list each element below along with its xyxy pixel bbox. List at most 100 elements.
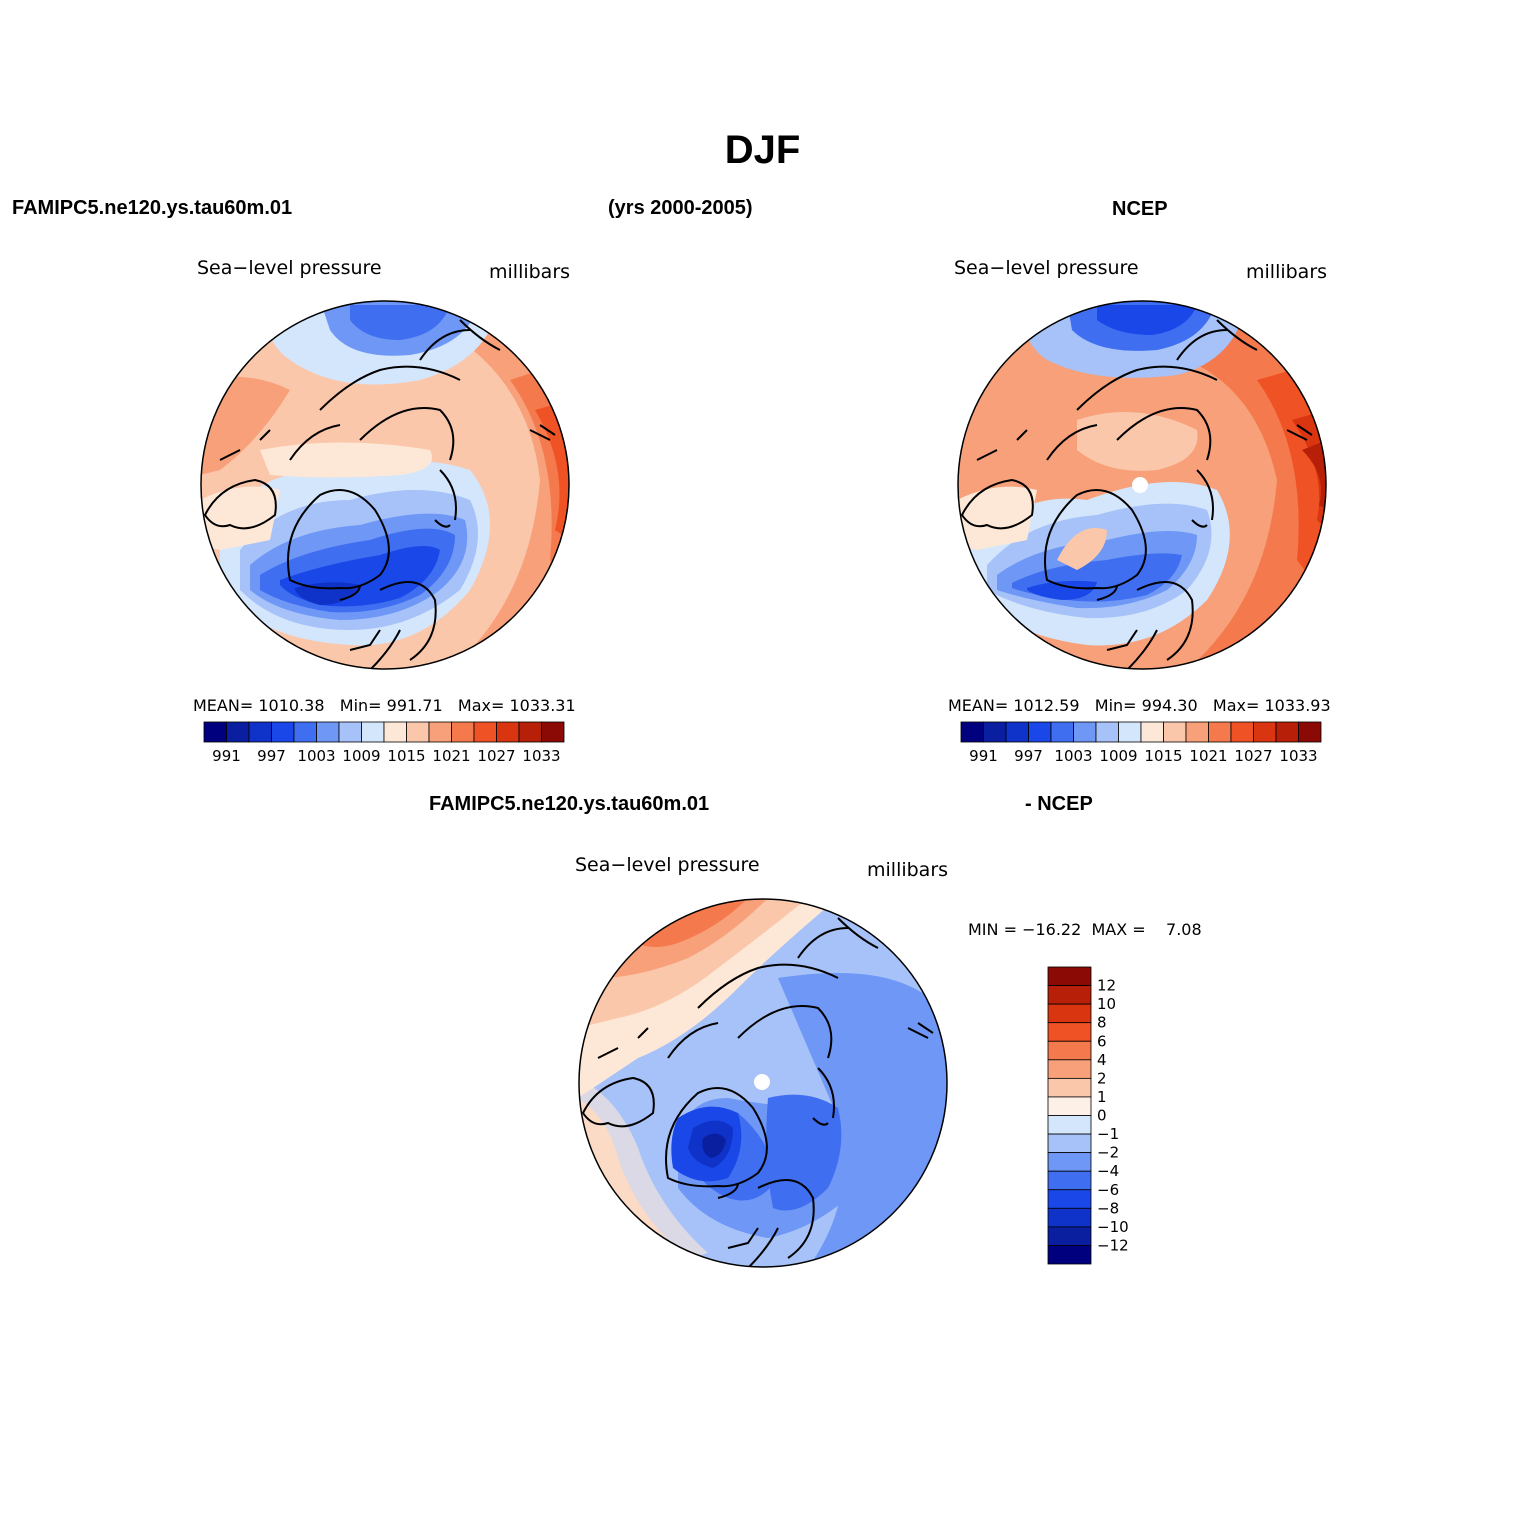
diff-min-value: −16.22 xyxy=(1022,920,1082,939)
model-colorbar-swatches xyxy=(203,721,565,743)
obs-polar-map xyxy=(957,300,1327,670)
colorbar-swatch xyxy=(248,721,272,743)
model-max-label: Max= xyxy=(457,696,505,715)
colorbar-tick-label: 1033 xyxy=(1279,747,1317,765)
obs-min-value: 994.30 xyxy=(1141,696,1198,715)
model-colorbar: 991 997 1003 1009 1015 1021 1027 1033 xyxy=(203,721,565,765)
model-case-label: FAMIPC5.ne120.ys.tau60m.01 xyxy=(12,197,293,219)
colorbar-tick-label: 1027 xyxy=(477,747,515,765)
obs-case-label: NCEP xyxy=(1112,198,1168,220)
model-min-label: Min= xyxy=(339,696,382,715)
obs-mean-label: MEAN= xyxy=(948,696,1009,715)
colorbar-tick-label: −1 xyxy=(1097,1125,1119,1143)
obs-colorbar-swatches xyxy=(960,721,1322,743)
colorbar-swatch xyxy=(1185,721,1209,743)
colorbar-tick-label: 6 xyxy=(1097,1032,1107,1050)
colorbar-swatch xyxy=(428,721,452,743)
colorbar-swatch xyxy=(1047,1207,1092,1228)
colorbar-swatch xyxy=(1047,1040,1092,1061)
colorbar-swatch xyxy=(983,721,1007,743)
colorbar-tick-label: 1009 xyxy=(1099,747,1137,765)
colorbar-swatch xyxy=(1047,1022,1092,1042)
model-polar-map xyxy=(200,300,570,670)
obs-colorbar: 991 997 1003 1009 1015 1021 1027 1033 xyxy=(960,721,1322,765)
colorbar-swatch xyxy=(293,721,317,743)
obs-min-label: Min= xyxy=(1094,696,1137,715)
colorbar-tick-label: 1015 xyxy=(1144,747,1182,765)
colorbar-swatch xyxy=(960,721,984,743)
obs-mean-value: 1012.59 xyxy=(1013,696,1080,715)
colorbar-tick-label: 991 xyxy=(212,747,241,765)
colorbar-tick-label: −8 xyxy=(1097,1199,1119,1217)
diff-suffix-label: - NCEP xyxy=(1025,793,1093,815)
colorbar-swatch xyxy=(518,721,542,743)
obs-stats: MEAN= 1012.59 Min= 994.30 Max= 1033.93 xyxy=(948,696,1331,715)
colorbar-tick-label: 1 xyxy=(1097,1088,1107,1106)
colorbar-tick-label: −4 xyxy=(1097,1162,1119,1180)
obs-colorbar-labels: 991 997 1003 1009 1015 1021 1027 1033 xyxy=(969,747,1317,765)
colorbar-swatch xyxy=(1047,1189,1092,1209)
colorbar-tick-label: −10 xyxy=(1097,1218,1129,1236)
obs-variable-label: Sea−level pressure xyxy=(954,257,1139,279)
obs-max-label: Max= xyxy=(1212,696,1260,715)
model-min-value: 991.71 xyxy=(386,696,443,715)
diff-polar-map xyxy=(578,898,948,1268)
colorbar-swatch xyxy=(1095,721,1119,743)
colorbar-swatch xyxy=(338,721,362,743)
colorbar-tick-label: 12 xyxy=(1097,977,1116,995)
colorbar-swatch xyxy=(1047,966,1092,986)
colorbar-tick-label: 991 xyxy=(969,747,998,765)
colorbar-swatch xyxy=(271,721,295,743)
model-colorbar-labels: 991 997 1003 1009 1015 1021 1027 1033 xyxy=(212,747,560,765)
colorbar-swatch xyxy=(1163,721,1187,743)
model-variable-label: Sea−level pressure xyxy=(197,257,382,279)
diff-max-value: 7.08 xyxy=(1166,920,1202,939)
colorbar-tick-label: 1003 xyxy=(297,747,335,765)
diff-units-label: millibars xyxy=(867,859,949,881)
colorbar-tick-label: 2 xyxy=(1097,1069,1107,1087)
colorbar-swatch xyxy=(1230,721,1254,743)
colorbar-tick-label: 1027 xyxy=(1234,747,1272,765)
colorbar-swatch xyxy=(1118,721,1142,743)
colorbar-swatch xyxy=(1047,1003,1092,1024)
colorbar-tick-label: 4 xyxy=(1097,1051,1107,1069)
colorbar-swatch xyxy=(203,721,227,743)
colorbar-swatch xyxy=(226,721,250,743)
diff-variable-label: Sea−level pressure xyxy=(575,854,760,876)
period-label: (yrs 2000-2005) xyxy=(608,197,753,219)
colorbar-swatch xyxy=(1208,721,1232,743)
diff-max-label: MAX = xyxy=(1091,920,1146,939)
colorbar-tick-label: −2 xyxy=(1097,1144,1119,1162)
colorbar-swatch xyxy=(541,721,565,743)
model-units-label: millibars xyxy=(489,261,571,283)
colorbar-tick-label: 1009 xyxy=(342,747,380,765)
colorbar-swatch xyxy=(1253,721,1277,743)
colorbar-swatch xyxy=(406,721,430,743)
model-mean-value: 1010.38 xyxy=(258,696,325,715)
model-max-value: 1033.31 xyxy=(509,696,576,715)
diff-minmax: MIN = −16.22 MAX = 7.08 xyxy=(968,920,1202,939)
colorbar-tick-label: 1033 xyxy=(522,747,560,765)
colorbar-swatch xyxy=(1047,1077,1092,1098)
colorbar-swatch xyxy=(1028,721,1052,743)
diff-case-label: FAMIPC5.ne120.ys.tau60m.01 xyxy=(429,793,710,815)
colorbar-swatch xyxy=(361,721,385,743)
figure-title: DJF xyxy=(724,128,801,172)
colorbar-swatch xyxy=(451,721,475,743)
colorbar-swatch xyxy=(473,721,497,743)
colorbar-tick-label: 1003 xyxy=(1054,747,1092,765)
colorbar-tick-label: 8 xyxy=(1097,1014,1107,1032)
colorbar-swatch xyxy=(1050,721,1074,743)
colorbar-swatch xyxy=(1298,721,1322,743)
colorbar-swatch xyxy=(1047,1152,1092,1172)
diff-colorbar-swatches xyxy=(1047,966,1092,1265)
colorbar-swatch xyxy=(1047,1115,1092,1135)
model-mean-label: MEAN= xyxy=(193,696,254,715)
colorbar-swatch xyxy=(1047,1133,1092,1154)
colorbar-swatch xyxy=(1140,721,1164,743)
colorbar-swatch xyxy=(316,721,340,743)
colorbar-swatch xyxy=(1047,1226,1092,1246)
colorbar-swatch xyxy=(1047,1096,1092,1116)
obs-units-label: millibars xyxy=(1246,261,1328,283)
